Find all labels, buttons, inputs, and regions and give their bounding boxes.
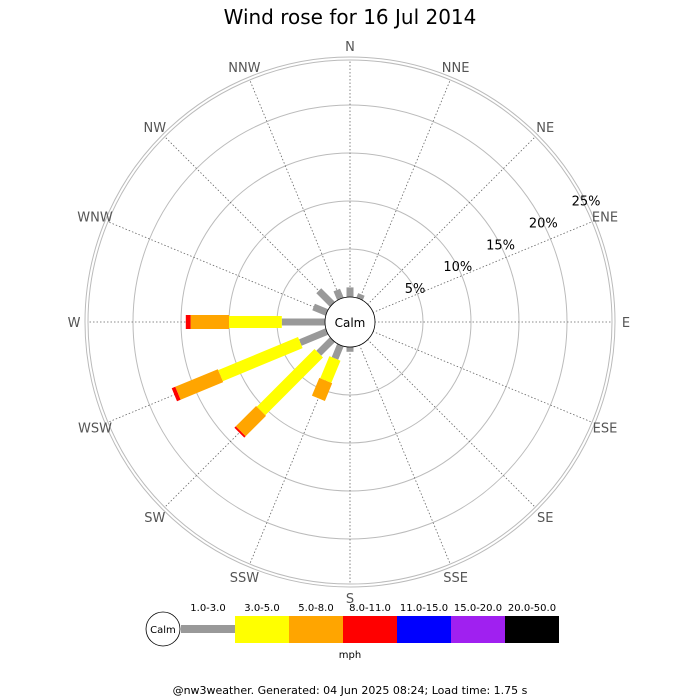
bar-w-5.0-8.0 <box>190 315 229 329</box>
bar-sw-8.0-11.0 <box>234 426 246 438</box>
legend-label-15.0-20.0: 15.0-20.0 <box>454 603 502 614</box>
bar-ssw-3.0-5.0 <box>320 356 341 383</box>
direction-spokes <box>88 60 612 584</box>
spoke-nw <box>164 136 351 323</box>
legend-swatch-15.0-20.0 <box>451 616 505 643</box>
bar-wnw-1.0-3.0 <box>312 303 329 316</box>
legend-label-1.0-3.0: 1.0-3.0 <box>190 603 225 614</box>
bar-nnw-1.0-3.0 <box>333 288 344 301</box>
legend-label-8.0-11.0: 8.0-11.0 <box>349 603 391 614</box>
spoke-nnw <box>249 79 351 323</box>
dir-label-sse: SSE <box>443 571 468 586</box>
spoke-ese <box>349 321 593 423</box>
legend-swatch-3.0-5.0 <box>235 616 289 643</box>
bar-ssw-1.0-3.0 <box>331 343 344 360</box>
footer-text: @nw3weather. Generated: 04 Jun 2025 08:2… <box>173 684 528 697</box>
speed-legend: Calm 1.0-3.0 3.0-5.0 5.0-8.0 8.0-11.0 11.0-1… <box>145 603 559 661</box>
bar-w-1.0-3.0 <box>281 318 325 326</box>
ring-label-20: 20% <box>529 217 558 232</box>
dir-label-nnw: NNW <box>228 61 260 76</box>
legend-calm-label: Calm <box>150 625 176 636</box>
bar-n-1.0-3.0 <box>346 287 354 297</box>
spoke-nne <box>349 79 451 323</box>
bar-wsw-3.0-5.0 <box>218 337 303 382</box>
spoke-ne <box>349 136 536 323</box>
chart-title: Wind rose for 16 Jul 2014 <box>224 5 477 29</box>
spoke-ssw <box>249 321 351 565</box>
bar-sw-5.0-8.0 <box>235 406 266 437</box>
ring-label-10: 10% <box>443 260 472 275</box>
legend-calm-circle <box>145 611 181 647</box>
legend-label-5.0-8.0: 5.0-8.0 <box>298 603 333 614</box>
ring-outer <box>87 59 613 585</box>
bar-sw-1.0-3.0 <box>316 337 335 356</box>
spoke-wnw <box>107 221 351 323</box>
direction-labels: N NNE NE ENE E ESE SE SSE S SSW SW WSW W WNW NW NNW <box>68 40 631 607</box>
dir-label-ne: NE <box>536 121 554 136</box>
ring-25 <box>84 56 616 588</box>
dir-label-n: N <box>345 40 355 55</box>
legend-label-3.0-5.0: 3.0-5.0 <box>244 603 279 614</box>
calm-label: Calm <box>335 316 366 330</box>
bar-nw-1.0-3.0 <box>316 288 335 307</box>
legend-swatch-11.0-15.0 <box>397 616 451 643</box>
dir-label-wsw: WSW <box>78 422 112 437</box>
dir-label-w: W <box>68 316 81 331</box>
bar-wsw-5.0-8.0 <box>175 369 224 400</box>
ring-labels: 5% 10% 15% 20% 25% <box>405 195 601 297</box>
bar-ssw-5.0-8.0 <box>311 377 333 401</box>
dir-label-s: S <box>346 592 354 607</box>
dir-label-sw: SW <box>144 511 165 526</box>
spoke-se <box>349 321 536 508</box>
ring-label-15: 15% <box>486 238 515 253</box>
dir-label-nne: NNE <box>442 61 470 76</box>
bar-sw-3.0-5.0 <box>256 349 323 416</box>
dir-label-nw: NW <box>144 121 167 136</box>
ring-label-5: 5% <box>405 282 426 297</box>
spoke-sse <box>349 321 451 565</box>
bar-s-1.0-3.0 <box>346 347 354 352</box>
bar-w-8.0-11.0 <box>185 315 191 329</box>
spoke-ene <box>349 221 593 323</box>
legend-label-20.0-50.0: 20.0-50.0 <box>508 603 556 614</box>
legend-swatch-8.0-11.0 <box>343 616 397 643</box>
bar-w-3.0-5.0 <box>229 316 282 328</box>
legend-swatch-1.0-3.0 <box>181 625 235 633</box>
ring-label-25: 25% <box>572 195 601 210</box>
legend-label-11.0-15.0: 11.0-15.0 <box>400 603 448 614</box>
dir-label-ssw: SSW <box>230 571 260 586</box>
wind-bars <box>171 287 365 438</box>
legend-swatch-5.0-8.0 <box>289 616 343 643</box>
dir-label-wnw: WNW <box>77 210 113 225</box>
calm-circle <box>324 296 376 348</box>
bar-wsw-8.0-11.0 <box>171 386 181 402</box>
bar-wsw-1.0-3.0 <box>299 328 329 346</box>
dir-label-ese: ESE <box>593 422 618 437</box>
dir-label-ene: ENE <box>592 210 618 225</box>
dir-label-e: E <box>622 316 630 331</box>
dir-label-se: SE <box>537 511 553 526</box>
legend-unit: mph <box>339 650 361 661</box>
legend-swatch-20.0-50.0 <box>505 616 559 643</box>
